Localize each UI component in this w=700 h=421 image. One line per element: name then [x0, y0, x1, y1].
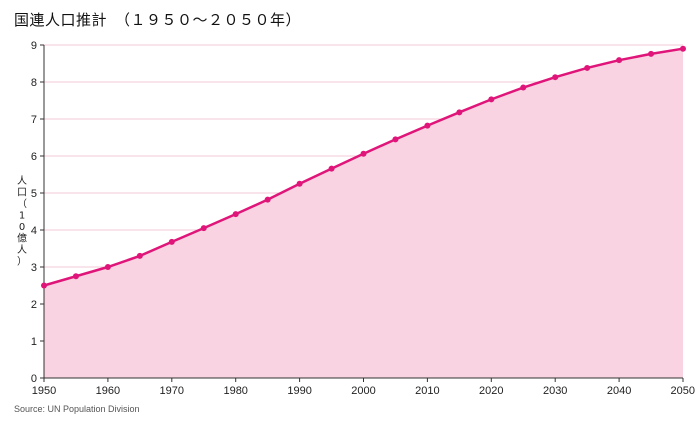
y-tick-labels: 0 1 2 3 4 5 6 7 8 9 [31, 40, 37, 385]
data-point [456, 109, 463, 116]
data-point [104, 264, 111, 270]
x-tick-label: 1960 [96, 385, 120, 397]
area-fill [44, 48, 683, 378]
data-point [296, 180, 303, 187]
data-point [41, 282, 47, 289]
x-tick-label: 2020 [479, 385, 503, 397]
data-point [360, 150, 367, 157]
data-point [488, 96, 495, 103]
data-point [328, 165, 335, 172]
y-tick-label: 7 [31, 114, 37, 126]
y-tick-label: 4 [31, 225, 37, 237]
data-points [41, 45, 686, 289]
data-point [552, 74, 559, 81]
y-tick-label: 2 [31, 299, 37, 311]
x-tick-label: 2010 [415, 385, 439, 397]
y-tick-label: 6 [31, 151, 37, 163]
y-tick-label: 1 [31, 336, 37, 348]
x-tick-label: 2000 [351, 385, 375, 397]
y-tick-label: 0 [31, 373, 37, 385]
x-tick-label: 1990 [287, 385, 311, 397]
axes [40, 44, 684, 382]
data-point [648, 50, 655, 57]
data-point [584, 64, 591, 71]
data-point [72, 273, 79, 280]
y-tick-label: 3 [31, 262, 37, 274]
data-point [264, 196, 271, 203]
chart-title: 国連人口推計 （１９５０～２０５０年） [14, 11, 302, 29]
x-tick-label: 2050 [671, 385, 695, 397]
y-tick-label: 9 [31, 40, 37, 52]
x-tick-label: 1980 [223, 385, 247, 397]
data-point [168, 238, 175, 245]
data-point [392, 136, 399, 143]
x-tick-label: 1950 [32, 385, 56, 397]
y-tick-label: 5 [31, 188, 37, 200]
data-point [424, 122, 431, 129]
data-point [136, 252, 143, 259]
data-point [200, 225, 207, 232]
x-tick-label: 2030 [543, 385, 567, 397]
y-tick-label: 8 [31, 77, 37, 89]
x-tick-labels: 1950 1960 1970 1980 1990 2000 2010 2020 2030 2040… [32, 385, 695, 397]
x-tick-label: 2040 [607, 385, 631, 397]
y-axis-label: 人口（ 1 0 億人） [17, 175, 27, 268]
x-tick-label: 1970 [160, 385, 184, 397]
source-note: Source: UN Population Division [14, 404, 140, 414]
data-point [616, 57, 623, 64]
data-point [680, 45, 686, 52]
data-point [520, 84, 527, 91]
data-point [232, 211, 239, 218]
